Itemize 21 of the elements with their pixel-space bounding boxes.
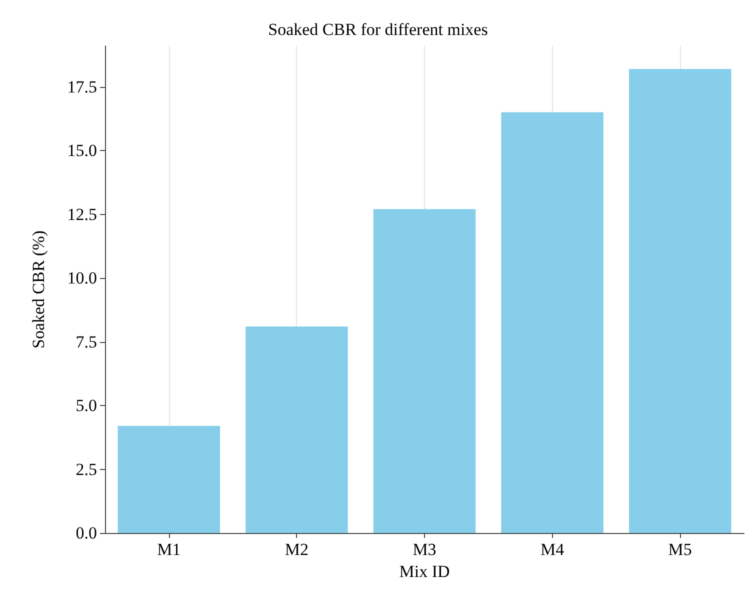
- y-tick-label: 12.5: [67, 204, 97, 224]
- x-tick-label: M2: [284, 540, 309, 559]
- bar: [118, 426, 220, 533]
- y-axis-title: Soaked CBR (%): [29, 230, 48, 349]
- y-tick-label: 17.5: [67, 77, 97, 96]
- x-tick-label: M3: [412, 540, 436, 559]
- bar: [628, 68, 732, 533]
- y-tick-label: 15.0: [67, 141, 97, 160]
- y-tick-label: 7.5: [76, 332, 97, 352]
- x-tick-label: M1: [157, 540, 181, 559]
- x-tick-label: M4: [540, 540, 565, 559]
- y-tick-label: 10.0: [67, 268, 97, 288]
- x-axis-title: Mix ID: [399, 562, 450, 581]
- bar: [373, 209, 476, 533]
- bar: [246, 326, 348, 533]
- bar: [501, 112, 604, 533]
- x-tick-label: M5: [668, 540, 692, 559]
- y-tick-label: 2.5: [76, 460, 97, 479]
- chart-title: Soaked CBR for different mixes: [268, 20, 488, 39]
- y-tick-label: 5.0: [76, 396, 97, 416]
- y-tick-label: 0.0: [76, 524, 97, 542]
